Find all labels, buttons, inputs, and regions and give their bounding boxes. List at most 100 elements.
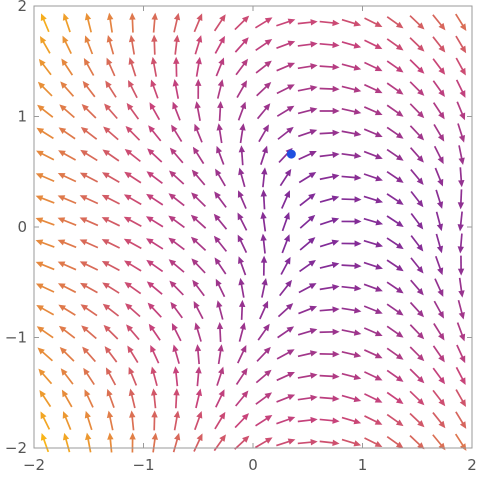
arrow-head	[172, 366, 180, 374]
field-arrow	[79, 261, 99, 271]
field-arrow	[455, 366, 466, 386]
arrow-head	[37, 347, 45, 355]
arrow-head	[332, 328, 340, 336]
arrow-head	[218, 57, 225, 66]
arrow-head	[417, 376, 425, 384]
field-arrow	[194, 322, 202, 342]
arrow-head	[438, 332, 445, 341]
field-arrow	[455, 79, 466, 98]
arrow-head	[416, 155, 424, 163]
field-arrow	[191, 192, 206, 207]
field-arrow	[409, 15, 425, 30]
field-arrow	[84, 410, 93, 431]
field-arrow	[36, 150, 55, 161]
field-arrow	[432, 14, 446, 31]
field-arrow	[79, 195, 99, 205]
arrow-head	[239, 123, 246, 131]
arrow-head	[374, 440, 383, 447]
arrow-head	[417, 66, 425, 74]
field-arrow	[235, 58, 249, 76]
y-tick-label: −2	[5, 439, 27, 457]
field-arrow	[214, 35, 225, 54]
arrow-head	[195, 388, 203, 397]
arrow-head	[38, 368, 46, 377]
field-arrow	[386, 148, 404, 161]
arrow-head	[353, 86, 362, 93]
arrow-head	[309, 129, 318, 136]
arrow-head	[106, 35, 113, 43]
arrow-head	[173, 410, 181, 418]
arrow-head	[354, 307, 362, 314]
arrow-head	[83, 58, 91, 66]
arrow-head	[84, 35, 91, 44]
field-arrow	[62, 13, 71, 33]
field-arrow	[215, 278, 226, 298]
field-arrow	[35, 239, 55, 248]
field-arrow	[35, 217, 55, 226]
field-arrow	[193, 433, 203, 452]
arrow-head	[59, 104, 67, 112]
field-arrow	[319, 439, 340, 446]
arrow-head	[173, 388, 180, 396]
arrow-head	[310, 394, 318, 402]
arrow-head	[457, 246, 464, 254]
field-arrow	[126, 324, 140, 341]
arrow-head	[261, 167, 268, 175]
arrow-head	[375, 241, 384, 248]
field-arrow	[216, 145, 225, 165]
arrow-head	[332, 306, 340, 313]
field-arrow	[125, 125, 141, 141]
arrow-head	[458, 311, 465, 320]
field-arrow	[432, 345, 445, 363]
field-arrow	[410, 169, 424, 185]
field-arrow	[150, 79, 159, 99]
field-arrow	[84, 389, 94, 408]
field-arrow	[172, 344, 180, 364]
field-arrow	[363, 283, 383, 292]
arrow-head	[105, 80, 112, 89]
arrow-head	[219, 434, 226, 442]
arrow-head	[262, 300, 269, 309]
field-arrow	[104, 346, 118, 363]
field-arrow	[455, 13, 467, 32]
field-arrow	[234, 435, 250, 450]
arrow-head	[374, 131, 383, 138]
arrow-head	[264, 60, 272, 68]
field-arrow	[257, 323, 270, 341]
arrow-head	[241, 390, 249, 398]
field-arrow	[149, 102, 161, 121]
field-arrow	[281, 190, 290, 209]
arrow-head	[395, 43, 404, 51]
field-arrow	[107, 12, 114, 33]
arrow-head	[192, 146, 200, 155]
field-arrow	[168, 193, 185, 207]
arrow-head	[416, 287, 424, 296]
arrow-head	[374, 374, 383, 381]
field-arrow	[341, 18, 362, 27]
arrow-head	[194, 101, 201, 109]
arrow-head	[307, 214, 316, 222]
arrow-head	[283, 234, 290, 242]
arrow-head	[40, 13, 47, 22]
field-arrow	[410, 190, 424, 208]
field-arrow	[105, 367, 117, 386]
arrow-head	[459, 377, 466, 386]
field-arrow	[84, 12, 92, 33]
field-arrow	[150, 344, 160, 364]
arrow-head	[124, 281, 132, 289]
arrow-head	[395, 397, 404, 405]
arrow-head	[81, 103, 89, 112]
arrow-head	[190, 214, 199, 222]
field-arrow	[234, 37, 249, 53]
arrow-head	[194, 123, 201, 132]
field-arrow	[279, 279, 293, 297]
arrow-head	[128, 57, 135, 65]
field-arrow	[435, 189, 444, 209]
arrow-head	[101, 217, 110, 224]
field-arrow	[123, 216, 142, 227]
field-arrow	[195, 366, 202, 387]
field-arrow	[434, 167, 444, 187]
field-arrow	[150, 366, 158, 387]
field-arrow	[194, 101, 201, 121]
